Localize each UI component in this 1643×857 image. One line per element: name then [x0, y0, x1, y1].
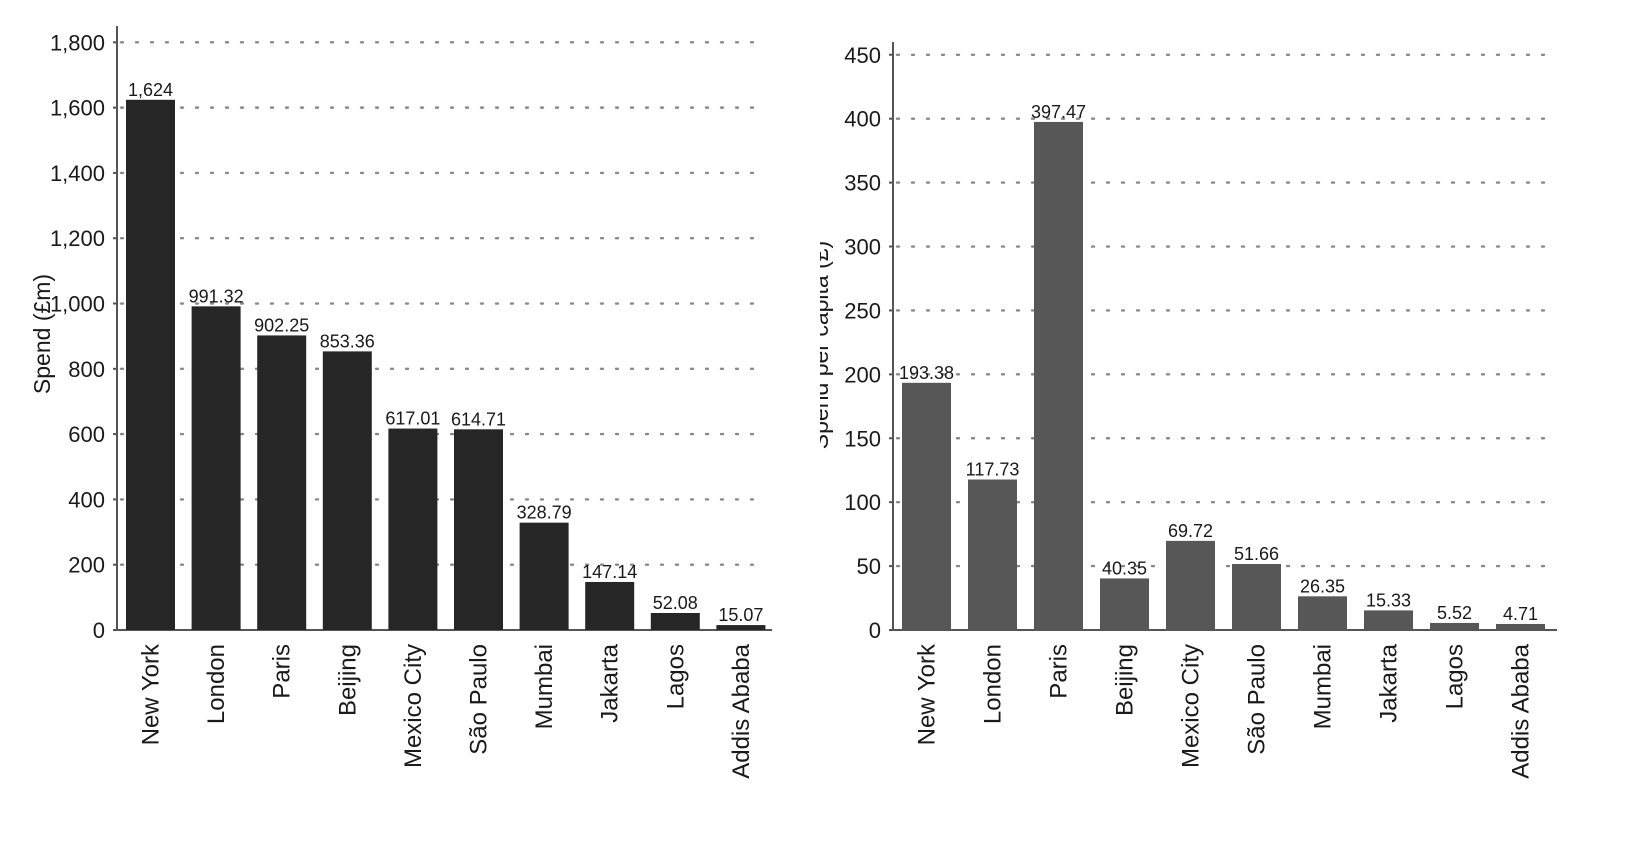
spend-data-label-sao-paulo: 614.71 [451, 409, 506, 429]
spend-bar-paris [257, 335, 307, 630]
spend-chart: 0 200 400 600 800 1,000 1,200 1,400 1,600 1,800 Sp… [0, 0, 820, 852]
spend-per-capita-chart: 0 50 100 150 200 250 300 350 400 450 Spend per cap… [807, 0, 1643, 852]
spend-ytick-label: 1,600 [50, 96, 105, 121]
per-capita-data-label-london: 117.73 [966, 460, 1020, 480]
spend-category-label-paris: Paris [269, 644, 296, 699]
spend-bar-addis-ababa [716, 625, 766, 630]
spend-ytick-label: 800 [68, 357, 105, 382]
spend-bar-new-york [126, 99, 175, 630]
per-capita-bar-sao-paulo [1232, 563, 1281, 630]
per-capita-data-label-beijing: 40.35 [1102, 558, 1147, 578]
per-capita-bar-paris [1034, 121, 1083, 630]
spend-category-label-mumbai: Mumbai [531, 644, 558, 729]
per-capita-ytick-label: 50 [857, 554, 881, 579]
spend-bar-lagos [650, 612, 700, 630]
spend-bar-beijing [322, 351, 372, 630]
per-capita-ytick-label: 300 [844, 235, 881, 260]
per-capita-data-label-addis-ababa: 4.71 [1503, 604, 1538, 624]
spend-ytick-label: 1,000 [50, 292, 105, 317]
per-capita-ytick-label: 450 [844, 43, 881, 68]
per-capita-category-label-sao-paulo: São Paulo [1244, 644, 1271, 755]
per-capita-bar-jakarta [1364, 610, 1413, 630]
spend-bar-london [191, 306, 241, 630]
per-capita-category-label-addis-ababa: Addis Ababa [1508, 643, 1535, 778]
spend-data-label-mexico-city: 617.01 [385, 409, 440, 429]
per-capita-category-label-mexico-city: Mexico City [1178, 644, 1205, 768]
spend-chart-svg: 0 200 400 600 800 1,000 1,200 1,400 1,600 1,800 Sp… [29, 26, 772, 779]
per-capita-y-axis-title: Spend per capita (£) [820, 241, 833, 449]
spend-data-label-paris: 902.25 [254, 315, 309, 335]
spend-category-label-sao-paulo: São Paulo [466, 644, 493, 755]
per-capita-category-label-lagos: Lagos [1442, 644, 1469, 709]
spend-ytick-label: 1,200 [50, 226, 105, 251]
per-capita-ytick-label: 200 [844, 362, 881, 387]
per-capita-ytick-label: 0 [869, 618, 881, 643]
spend-data-label-london: 991.32 [189, 286, 244, 306]
spend-data-label-new-york: 1,624 [128, 80, 173, 100]
spend-category-label-new-york: New York [138, 643, 165, 745]
per-capita-bar-london [968, 479, 1017, 630]
per-capita-data-label-paris: 397.47 [1031, 102, 1086, 122]
per-capita-bar-new-york [902, 382, 951, 630]
per-capita-bar-beijing [1100, 578, 1149, 630]
spend-data-label-jakarta: 147.14 [582, 562, 637, 582]
per-capita-data-label-new-york: 193.38 [899, 363, 954, 383]
spend-ytick-label: 600 [68, 422, 105, 447]
spend-ytick-label: 1,800 [50, 30, 105, 55]
per-capita-data-label-mumbai: 26.35 [1300, 576, 1345, 596]
per-capita-data-label-lagos: 5.52 [1437, 603, 1472, 623]
spend-category-label-beijing: Beijing [334, 644, 361, 716]
spend-category-label-jakarta: Jakarta [597, 643, 624, 722]
spend-y-axis-title: Spend (£m) [29, 274, 55, 394]
spend-per-capita-chart-svg: 0 50 100 150 200 250 300 350 400 450 Spend per cap… [807, 42, 1557, 779]
per-capita-ytick-label: 400 [844, 107, 881, 132]
per-capita-category-label-mumbai: Mumbai [1310, 644, 1337, 729]
per-capita-bar-addis-ababa [1496, 623, 1545, 630]
spend-ytick-label: 200 [68, 553, 105, 578]
spend-bar-jakarta [585, 581, 635, 630]
per-capita-ytick-label: 150 [844, 426, 881, 451]
per-capita-category-label-new-york: New York [914, 643, 941, 745]
per-capita-category-label-jakarta: Jakarta [1376, 643, 1403, 722]
per-capita-category-label-paris: Paris [1046, 644, 1073, 699]
spend-data-label-beijing: 853.36 [320, 331, 375, 351]
per-capita-category-label-beijing: Beijing [1112, 644, 1139, 716]
spend-category-label-mexico-city: Mexico City [400, 644, 427, 768]
spend-category-label-london: London [203, 644, 230, 724]
spend-ytick-label: 0 [93, 618, 105, 643]
spend-data-label-mumbai: 328.79 [517, 503, 572, 523]
spend-bar-mexico-city [388, 428, 438, 630]
per-capita-bar-mexico-city [1166, 540, 1215, 630]
per-capita-category-label-london: London [980, 644, 1007, 724]
spend-category-label-addis-ababa: Addis Ababa [728, 643, 755, 778]
per-capita-ytick-label: 100 [844, 490, 881, 515]
per-capita-bar-mumbai [1298, 596, 1347, 630]
per-capita-ytick-label: 350 [844, 171, 881, 196]
spend-ytick-label: 1,400 [50, 161, 105, 186]
per-capita-bar-lagos [1430, 622, 1479, 630]
per-capita-data-label-jakarta: 15.33 [1366, 590, 1411, 610]
spend-data-label-lagos: 52.08 [653, 593, 698, 613]
spend-ytick-label: 400 [68, 487, 105, 512]
per-capita-data-label-sao-paulo: 51.66 [1234, 544, 1279, 564]
spend-data-label-addis-ababa: 15.07 [718, 605, 763, 625]
per-capita-data-label-mexico-city: 69.72 [1168, 521, 1213, 541]
per-capita-ytick-label: 250 [844, 298, 881, 323]
spend-bar-sao-paulo [454, 429, 503, 630]
spend-bar-mumbai [519, 522, 569, 630]
spend-category-label-lagos: Lagos [662, 644, 689, 709]
